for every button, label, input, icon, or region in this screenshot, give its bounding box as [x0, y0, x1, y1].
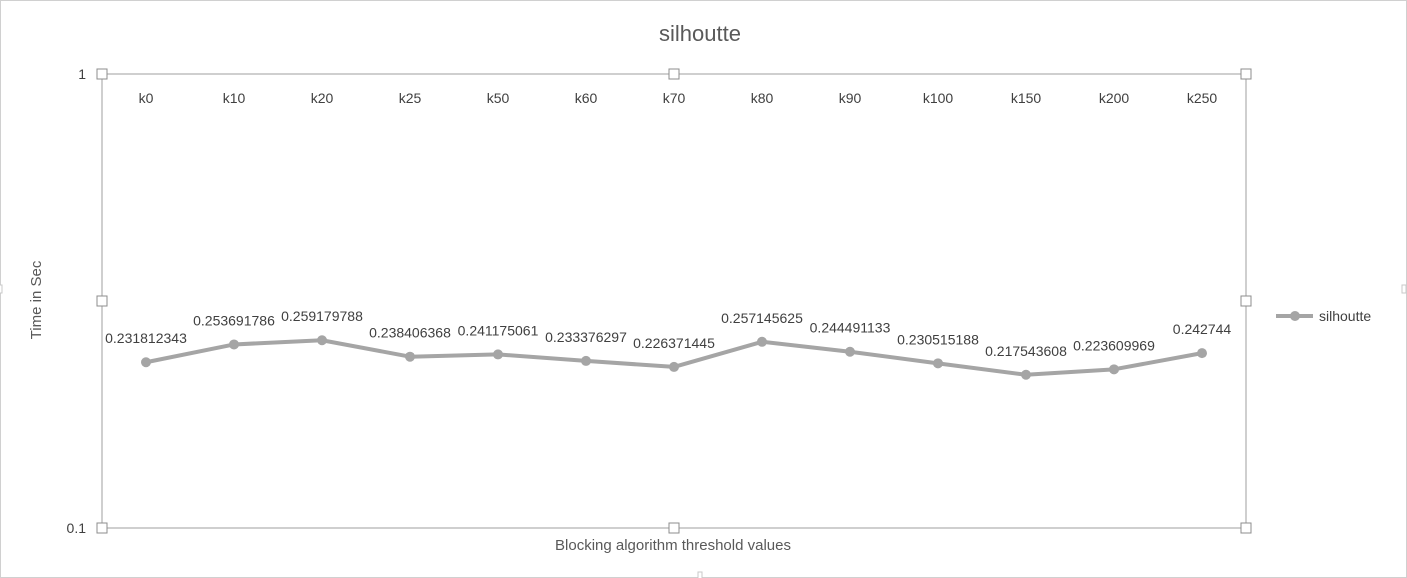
data-label: 0.233376297 [545, 329, 627, 345]
data-point [493, 349, 503, 360]
resize-handle[interactable] [668, 68, 680, 80]
category-label: k90 [839, 90, 862, 106]
data-point [317, 335, 327, 346]
data-label: 0.226371445 [633, 335, 715, 351]
frame-handle[interactable] [1401, 284, 1407, 294]
y-tick-label: 0.1 [67, 520, 87, 536]
selection-handles[interactable] [0, 68, 1407, 578]
category-labels: k0 k10 k20 k25 k50 k60 k70 k80 k90 k100 k150 k200 k2… [139, 90, 1218, 106]
data-point [757, 336, 767, 347]
category-label: k80 [751, 90, 774, 106]
data-point [1197, 348, 1207, 359]
resize-handle[interactable] [1240, 522, 1252, 534]
data-point [581, 355, 591, 366]
y-tick-labels: 0.11 [67, 66, 87, 536]
data-point [229, 339, 239, 350]
chart-title: silhoutte [659, 21, 741, 46]
category-label: k100 [923, 90, 954, 106]
category-label: k10 [223, 90, 246, 106]
data-point [141, 357, 151, 368]
data-point [669, 361, 679, 372]
series-silhoutte [141, 335, 1207, 380]
data-point [845, 346, 855, 357]
data-label: 0.217543608 [985, 343, 1067, 359]
data-label: 0.223609969 [1073, 337, 1155, 353]
legend-marker [1290, 311, 1300, 321]
data-label: 0.253691786 [193, 312, 275, 328]
data-label: 0.230515188 [897, 331, 979, 347]
data-label: 0.257145625 [721, 310, 803, 326]
data-point [1021, 369, 1031, 380]
data-labels: 0.231812343 0.253691786 0.259179788 0.23840… [105, 308, 1231, 359]
category-label: k60 [575, 90, 598, 106]
resize-handle[interactable] [1240, 68, 1252, 80]
data-label: 0.238406368 [369, 325, 451, 341]
data-label: 0.241175061 [458, 322, 539, 338]
data-label: 0.231812343 [105, 330, 187, 346]
resize-handle[interactable] [96, 68, 108, 80]
x-axis-label: Blocking algorithm threshold values [555, 537, 791, 554]
category-label: k70 [663, 90, 686, 106]
data-point [933, 358, 943, 369]
frame-handle[interactable] [0, 284, 3, 294]
data-point [1109, 364, 1119, 375]
plot-area-border [101, 73, 1247, 529]
category-label: k25 [399, 90, 422, 106]
resize-handle[interactable] [96, 295, 108, 307]
data-label: 0.259179788 [281, 308, 363, 324]
category-label: k150 [1011, 90, 1042, 106]
resize-handle[interactable] [96, 522, 108, 534]
category-label: k250 [1187, 90, 1218, 106]
y-axis-label: Time in Sec [28, 260, 45, 339]
data-label: 0.244491133 [810, 320, 891, 336]
category-label: k50 [487, 90, 510, 106]
category-label: k0 [139, 90, 154, 106]
legend: silhoutte [1276, 308, 1371, 324]
resize-handle[interactable] [1240, 295, 1252, 307]
plot-area [101, 73, 1247, 529]
category-label: k20 [311, 90, 334, 106]
legend-label: silhoutte [1319, 308, 1371, 324]
category-label: k200 [1099, 90, 1130, 106]
resize-handle[interactable] [668, 522, 680, 534]
y-tick-label: 1 [78, 66, 86, 82]
data-label: 0.242744 [1173, 321, 1232, 337]
frame-handle[interactable] [697, 571, 703, 578]
data-point [405, 351, 415, 362]
